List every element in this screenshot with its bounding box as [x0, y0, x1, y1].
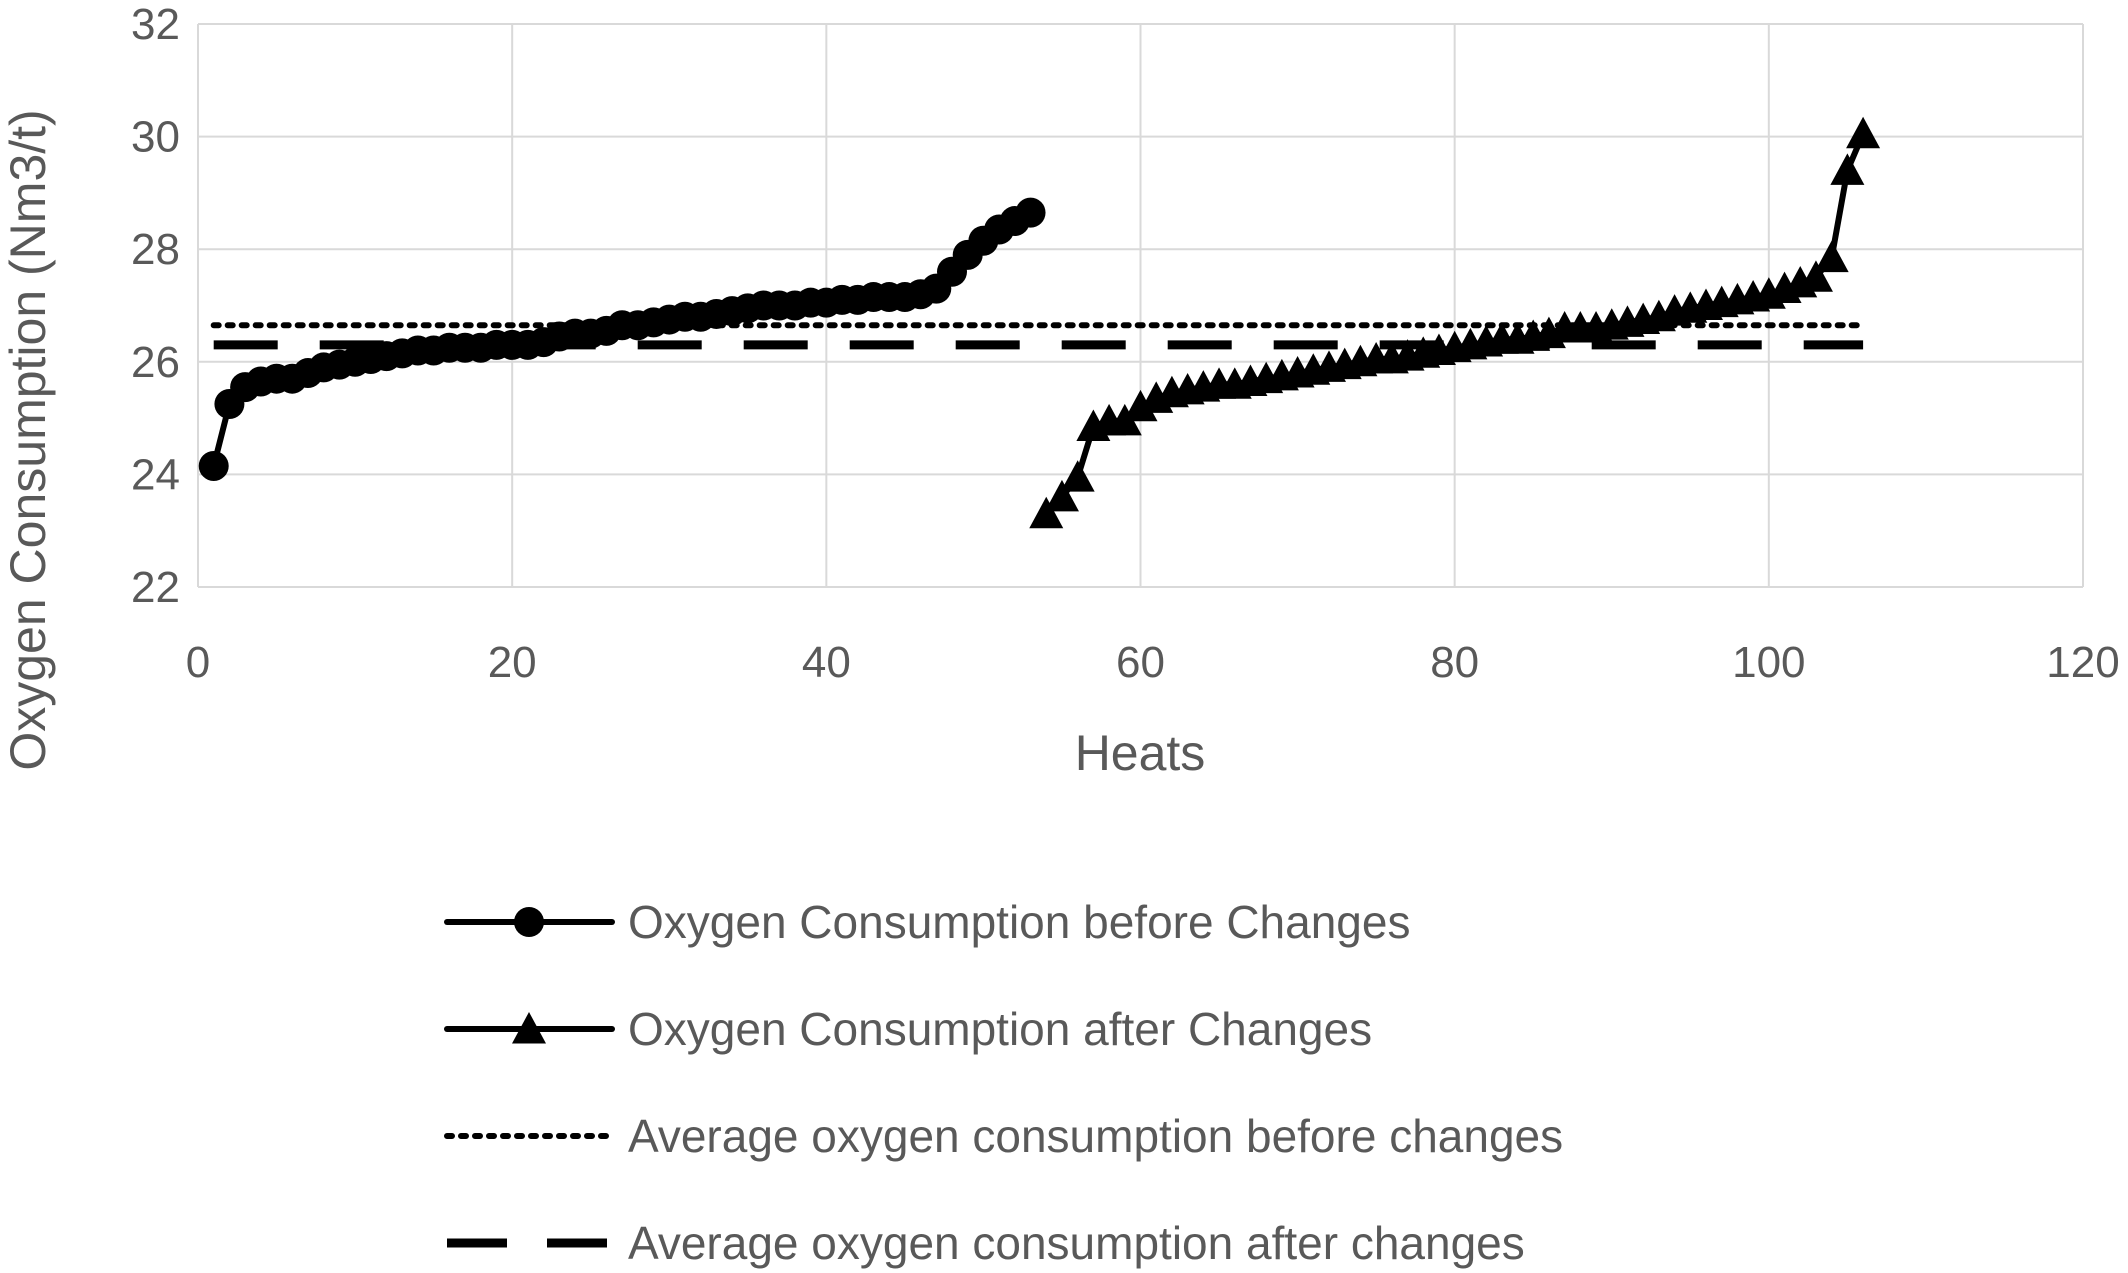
- legend-label: Average oxygen consumption before change…: [628, 1110, 1563, 1162]
- data-point: [1814, 240, 1849, 273]
- series-2: [1029, 116, 1881, 529]
- x-tick-label: 100: [1732, 638, 1805, 687]
- data-point: [1830, 153, 1865, 185]
- legend-item: Oxygen Consumption after Changes: [444, 1003, 1372, 1055]
- legend-item: Oxygen Consumption before Changes: [444, 896, 1410, 948]
- data-point: [198, 450, 229, 481]
- x-tick-label: 0: [186, 638, 210, 687]
- x-tick-label: 80: [1430, 638, 1479, 687]
- legend-label: Oxygen Consumption after Changes: [628, 1003, 1372, 1055]
- data-point: [1060, 460, 1095, 492]
- legend-marker: [512, 1012, 546, 1044]
- legend-item: Average oxygen consumption after changes: [447, 1217, 1525, 1269]
- data-point: [1798, 260, 1833, 292]
- x-tick-label: 120: [2046, 638, 2119, 687]
- legend-label: Oxygen Consumption before Changes: [628, 896, 1410, 948]
- y-tick-label: 30: [131, 113, 180, 162]
- data-point: [1846, 116, 1881, 149]
- legend-label: Average oxygen consumption after changes: [628, 1217, 1525, 1269]
- legend: Oxygen Consumption before Changes Oxygen …: [444, 896, 1563, 1269]
- data-point: [1123, 389, 1158, 422]
- y-tick-label: 26: [131, 338, 180, 387]
- legend-item: Average oxygen consumption before change…: [444, 1110, 1563, 1162]
- y-tick-label: 24: [131, 450, 180, 499]
- y-tick-label: 22: [131, 563, 180, 612]
- series-layer: [198, 116, 1881, 529]
- legend-marker: [514, 907, 544, 937]
- y-tick-label: 32: [131, 0, 180, 49]
- data-point: [1015, 197, 1046, 228]
- x-axis-title: Heats: [1075, 725, 1206, 781]
- y-tick-label: 28: [131, 225, 180, 274]
- series-1: [198, 197, 1046, 481]
- y-axis-title: Oxygen Consumption (Nm3/t): [0, 109, 56, 770]
- grid: [197, 23, 2084, 588]
- x-tick-label: 40: [802, 638, 851, 687]
- data-point: [1044, 479, 1079, 512]
- y-tick-labels: 22 24 26 28 30 32: [131, 0, 180, 612]
- x-tick-labels: 0 20 40 60 80 100 120: [186, 638, 2120, 687]
- data-point: [1029, 496, 1064, 529]
- x-tick-label: 60: [1116, 638, 1165, 687]
- x-tick-label: 20: [488, 638, 537, 687]
